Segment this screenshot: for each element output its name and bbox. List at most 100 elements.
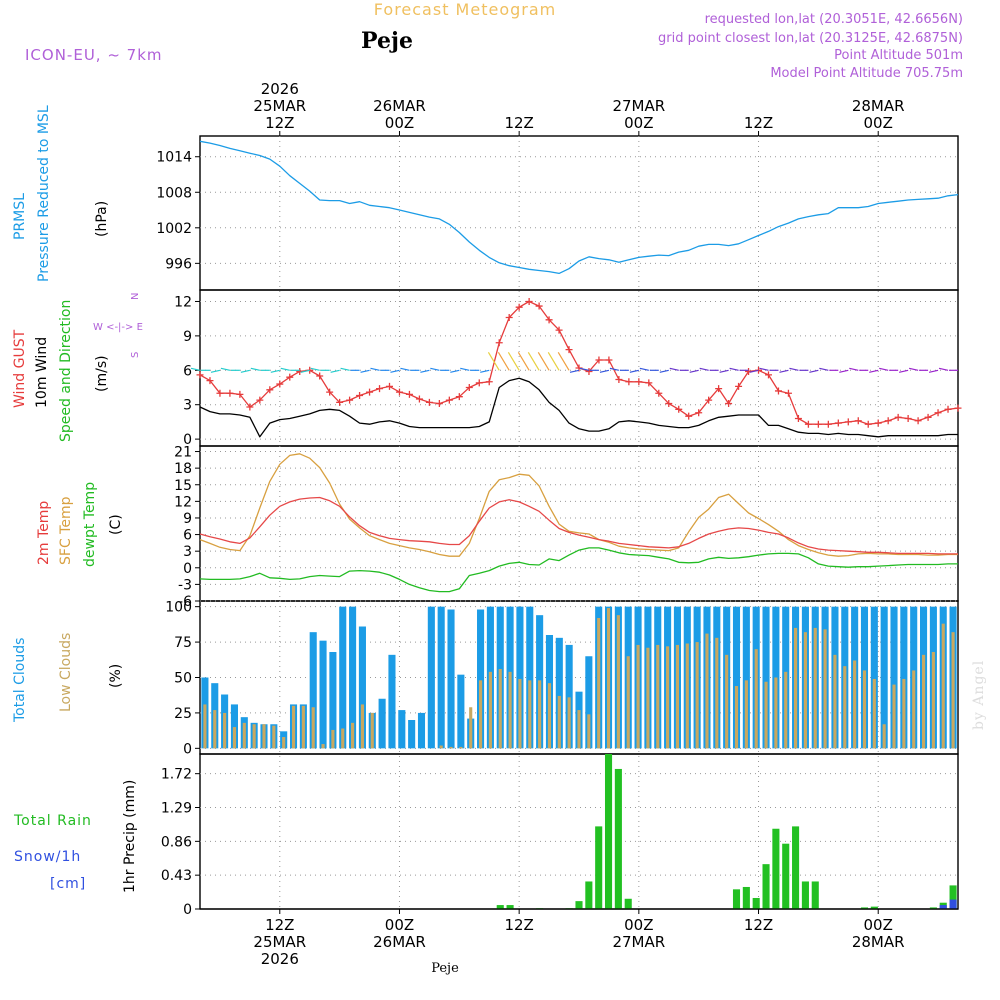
label-low-clouds: Low Clouds [58, 633, 74, 712]
low-cloud-bar [656, 644, 660, 749]
total-cloud-bar [378, 698, 386, 749]
wind-direction-arrow [480, 369, 490, 373]
precip-tick-label: 1.29 [161, 801, 192, 817]
low-cloud-bar [508, 671, 512, 749]
requested-coords: requested lon,lat (20.3051E, 42.6656N) [705, 12, 963, 27]
gust-marker [415, 395, 423, 403]
rain-bar [870, 906, 878, 909]
gust-marker [336, 398, 344, 406]
rain-bar [595, 826, 603, 909]
low-cloud-bar [794, 627, 798, 749]
low-cloud-bar [331, 729, 335, 749]
gust-marker [545, 316, 553, 324]
model-altitude: Model Point Altitude 705.75m [770, 66, 963, 81]
total-cloud-bar [447, 609, 455, 749]
y-axis-ticks: 996100210081014036912-6-3036912151821025… [156, 150, 200, 918]
gust-marker [236, 390, 244, 398]
gust-marker [665, 400, 673, 408]
label-total-clouds: Total Clouds [12, 638, 28, 723]
gridpoint-coords: grid point closest lon,lat (20.3125E, 42… [658, 31, 963, 46]
low-cloud-bar [557, 695, 561, 749]
low-cloud-bar [764, 681, 768, 749]
gust-marker [894, 413, 902, 421]
rain-bar [732, 889, 741, 909]
gust-marker [924, 413, 932, 421]
rain-bar [624, 898, 632, 909]
gust-marker [216, 389, 224, 397]
gust-marker [515, 303, 523, 311]
low-cloud-bar [902, 678, 906, 749]
gust-marker [765, 371, 772, 379]
temperature-tick-label: 0 [183, 561, 192, 577]
low-cloud-bar [301, 705, 305, 749]
low-cloud-bar [833, 654, 837, 749]
rain-bar [782, 843, 790, 909]
total-cloud-bar [388, 654, 396, 749]
total-cloud-bar [870, 606, 878, 749]
pressure-series [199, 140, 959, 275]
model-label: ICON-EU, ~ 7km [25, 46, 163, 64]
label-precip-mm: 1hr Precip (mm) [122, 780, 138, 893]
gust-marker [625, 378, 633, 386]
gust-marker [705, 396, 713, 404]
bottom-time-label: 00Z [385, 916, 414, 934]
rain-bar [614, 768, 622, 909]
label-prmsl: PRMSL [12, 193, 28, 240]
gust-marker [844, 418, 852, 426]
low-cloud-bar [587, 714, 591, 749]
total-cloud-bar [880, 606, 888, 749]
rain-bar [929, 907, 937, 909]
low-cloud-bar [282, 737, 286, 749]
low-cloud-bar [715, 637, 719, 749]
gust-marker [276, 380, 284, 388]
top-time-label: 28MAR [852, 97, 905, 115]
total-cloud-bar [339, 606, 347, 749]
total-cloud-bar [319, 640, 327, 749]
gust-marker [246, 403, 254, 411]
wind-direction-arrow [869, 369, 879, 373]
gust-marker [465, 384, 473, 391]
wind-direction-arrow [928, 369, 939, 373]
label-ms: (m/s) [94, 355, 110, 392]
wind-direction-arrow [557, 351, 570, 371]
total-cloud-bar [408, 720, 416, 749]
gust-marker [884, 417, 892, 425]
wind-direction-arrow [609, 367, 620, 371]
low-cloud-bar [213, 710, 217, 749]
precip-tick-label: 0.43 [161, 868, 192, 884]
gust-marker [585, 367, 593, 375]
gust-marker [725, 400, 733, 408]
temperature-tick-label: 6 [183, 528, 192, 544]
top-time-label: 2026 [261, 80, 299, 98]
gust-marker [715, 385, 723, 393]
wind-tick-label: 0 [183, 432, 192, 448]
wind-direction-arrow [390, 369, 400, 373]
snow-bar [939, 905, 947, 909]
wind-direction-arrow [537, 351, 550, 371]
gust-marker [435, 400, 443, 408]
rain-bar [496, 905, 504, 909]
total-cloud-bar [309, 632, 317, 749]
wind-direction-arrow [250, 367, 260, 371]
gridlines [200, 136, 958, 910]
gust-marker [266, 386, 274, 394]
pressure-labels: PRMSL Pressure Reduced to MSL (hPa) [12, 105, 110, 282]
wind-direction-arrow [420, 369, 430, 373]
wind-tick-label: 6 [183, 363, 192, 379]
wind-direction-arrow [240, 369, 250, 373]
temperature-tick-label: 12 [174, 494, 192, 510]
clouds-tick-label: 50 [174, 671, 192, 687]
gust-marker [854, 417, 862, 425]
top-time-label: 00Z [864, 114, 893, 132]
compass-s: S [130, 352, 141, 358]
low-cloud-bar [272, 725, 276, 749]
bottom-time-label: 12Z [265, 916, 294, 934]
total-cloud-bar [230, 704, 238, 749]
gust-marker [206, 377, 214, 385]
low-cloud-bar [528, 680, 532, 749]
gust-marker [495, 339, 503, 347]
wind-direction-arrow [340, 367, 350, 371]
pressure-frame [199, 135, 959, 291]
label-snow: Snow/1h [14, 849, 81, 865]
